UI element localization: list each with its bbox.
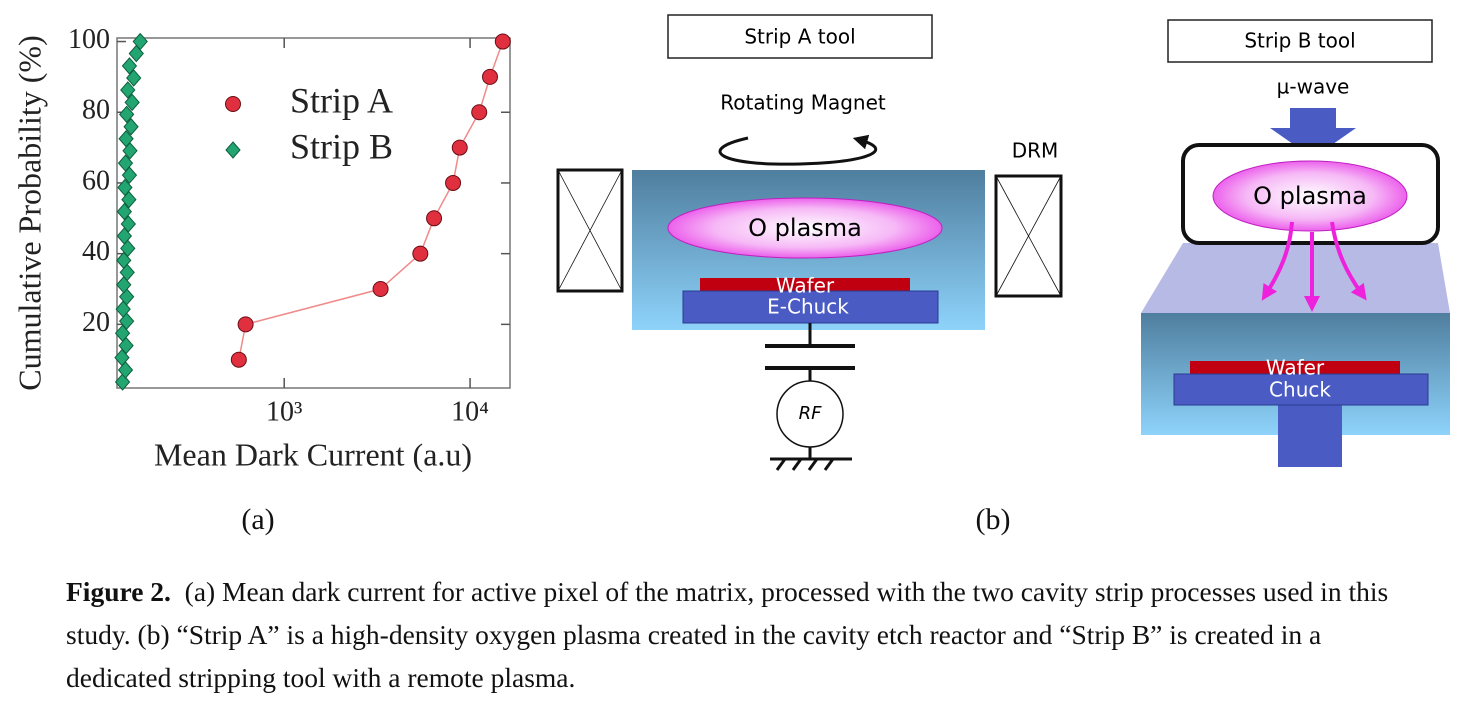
radical-arrows bbox=[1261, 221, 1367, 312]
plasma bbox=[1212, 160, 1408, 232]
wafer-label: Wafer bbox=[1266, 356, 1325, 380]
diamond-marker bbox=[124, 93, 140, 112]
series-line bbox=[238, 41, 504, 360]
circle-marker bbox=[372, 281, 389, 298]
circle-marker bbox=[481, 68, 498, 85]
diamond-marker bbox=[116, 227, 133, 245]
circle-marker bbox=[412, 245, 429, 262]
magnet-label: Rotating Magnet bbox=[720, 91, 886, 115]
diamond-marker bbox=[123, 117, 139, 136]
circle-marker bbox=[471, 104, 488, 121]
circle-marker bbox=[230, 351, 247, 368]
source-label: µ-wave bbox=[1277, 75, 1350, 99]
coils bbox=[556, 168, 1063, 298]
circle-marker bbox=[225, 96, 241, 112]
chuck-label: Chuck bbox=[1269, 378, 1331, 402]
diamond-marker bbox=[225, 141, 241, 159]
chuck-stem bbox=[1278, 405, 1342, 467]
microwave-arrow bbox=[1270, 108, 1356, 158]
diamond-marker bbox=[121, 57, 138, 75]
rf-label: RF bbox=[799, 403, 823, 424]
diamond-marker bbox=[118, 129, 134, 148]
legend-label: Strip B bbox=[290, 126, 393, 166]
circle-marker bbox=[426, 210, 443, 227]
wafer-label: Wafer bbox=[776, 274, 835, 298]
diamond-marker bbox=[116, 202, 133, 221]
y-axis-label: Cumulative Probability (%) bbox=[11, 35, 47, 391]
title-box bbox=[1167, 19, 1433, 63]
diamond-marker bbox=[118, 105, 135, 124]
circle-marker bbox=[451, 139, 468, 156]
circle-marker bbox=[494, 33, 511, 50]
diamond-marker bbox=[117, 178, 133, 197]
chuck-label: E-Chuck bbox=[767, 295, 849, 319]
plasma-label: O plasma bbox=[1253, 182, 1367, 210]
drm-label: DRM bbox=[1012, 139, 1059, 163]
diamond-marker bbox=[122, 142, 138, 160]
panel-label: (b) bbox=[976, 503, 1011, 536]
tool-title: Strip B tool bbox=[1244, 29, 1355, 53]
diamond-marker bbox=[117, 154, 134, 172]
caption: Figure 2. (a) Mean dark current for acti… bbox=[66, 570, 1411, 699]
panel-label: (a) bbox=[241, 503, 274, 536]
rotation-arrow bbox=[718, 134, 878, 166]
legend-label: Strip A bbox=[290, 80, 393, 120]
figure-graphics: Mean Dark Current (a.u) Cumulative Proba… bbox=[11, 14, 1450, 536]
wafer bbox=[700, 278, 910, 292]
y-tick-label: 100 bbox=[68, 24, 110, 55]
title-box bbox=[667, 14, 933, 59]
circle-marker bbox=[237, 316, 254, 333]
x-tick-label: 10⁴ bbox=[451, 396, 489, 427]
y-tick-label: 60 bbox=[82, 165, 110, 196]
rf-circuit bbox=[765, 323, 855, 471]
tool-title: Strip A tool bbox=[744, 25, 855, 49]
diamond-marker bbox=[120, 215, 137, 233]
diamond-marker bbox=[132, 32, 148, 51]
diamond-marker bbox=[116, 276, 132, 294]
y-tick-label: 40 bbox=[82, 236, 110, 267]
caption-label: Figure 2. bbox=[66, 576, 171, 607]
plasma-label: O plasma bbox=[748, 214, 862, 242]
x-tick-label: 10³ bbox=[266, 396, 302, 427]
circle-marker bbox=[445, 174, 462, 191]
y-tick-label: 80 bbox=[82, 95, 110, 126]
diamond-marker bbox=[120, 81, 136, 99]
chuck bbox=[1173, 373, 1429, 406]
beam bbox=[1141, 243, 1450, 313]
wafer bbox=[1190, 361, 1400, 374]
caption-text: (a) Mean dark current for active pixel o… bbox=[66, 576, 1389, 693]
x-axis-label: Mean Dark Current (a.u) bbox=[154, 436, 472, 472]
plot-frame bbox=[116, 37, 511, 389]
y-tick-label: 20 bbox=[82, 307, 110, 338]
plasma bbox=[667, 197, 943, 259]
diamond-marker bbox=[126, 69, 142, 87]
